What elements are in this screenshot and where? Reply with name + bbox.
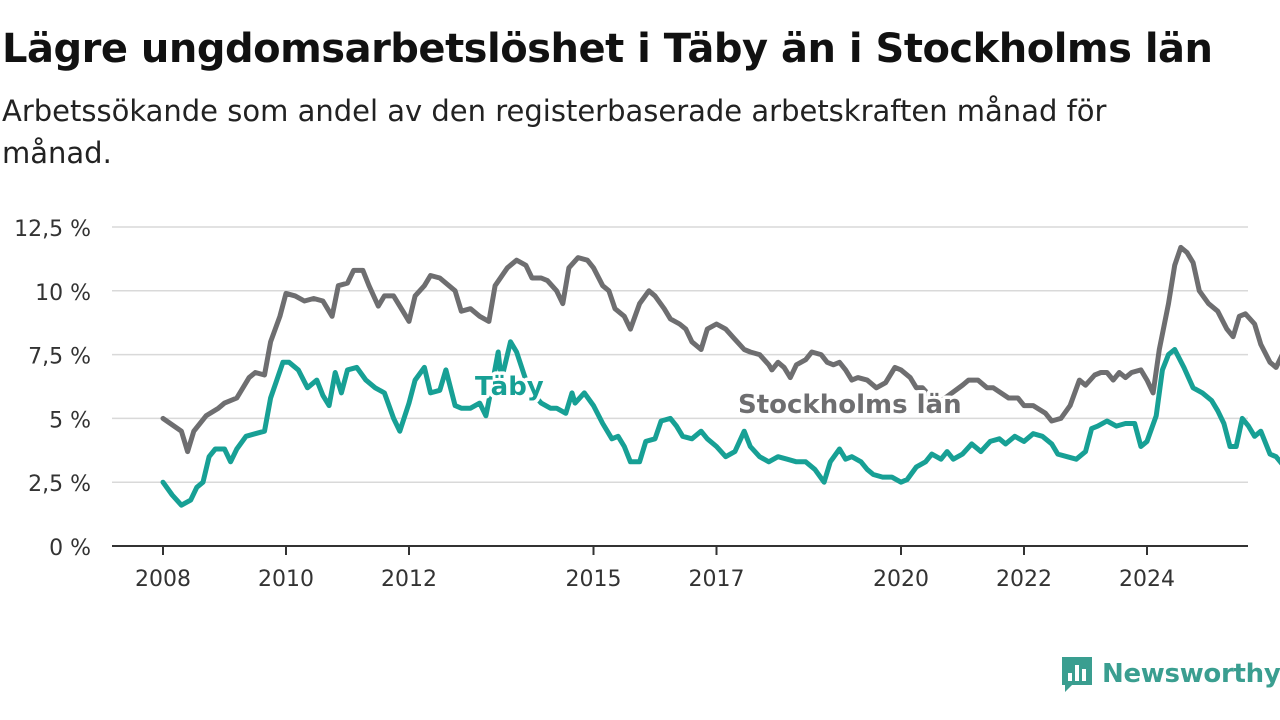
series-label-taby: Täby bbox=[475, 372, 544, 402]
x-tick-label: 2010 bbox=[258, 567, 314, 592]
y-tick-label: 10 % bbox=[35, 281, 91, 306]
series-label-stockholms-lan: Stockholms län bbox=[738, 390, 962, 420]
x-tick-label: 2024 bbox=[1119, 567, 1175, 592]
x-tick-label: 2022 bbox=[996, 567, 1052, 592]
y-tick-label: 7,5 % bbox=[28, 345, 91, 370]
line-chart: 0 % 2,5 % 5 % 7,5 % 10 % 12,5 % 2008 2010 2012 20… bbox=[14, 217, 1280, 592]
x-tick-label: 2012 bbox=[381, 567, 437, 592]
y-tick-label: 12,5 % bbox=[14, 217, 91, 242]
y-tick-label: 5 % bbox=[49, 408, 91, 433]
brand[interactable]: Newsworthy bbox=[1060, 654, 1280, 694]
y-tick-label: 0 % bbox=[49, 536, 91, 561]
chart-title: Lägre ungdomsarbetslöshet i Täby än i St… bbox=[2, 26, 1213, 72]
series-line-taby bbox=[160, 339, 1280, 508]
x-tick-label: 2020 bbox=[873, 567, 929, 592]
x-tick-label: 2015 bbox=[566, 567, 622, 592]
x-tick-label: 2008 bbox=[135, 567, 191, 592]
brand-name: Newsworthy bbox=[1102, 659, 1280, 689]
y-tick-label: 2,5 % bbox=[28, 472, 91, 497]
series-line-stockholms-lan bbox=[160, 244, 1280, 455]
x-tick-label: 2017 bbox=[689, 567, 745, 592]
chart-subtitle: Arbetssökande som andel av den registerb… bbox=[2, 94, 1107, 170]
newsworthy-logo-icon bbox=[1062, 657, 1092, 692]
